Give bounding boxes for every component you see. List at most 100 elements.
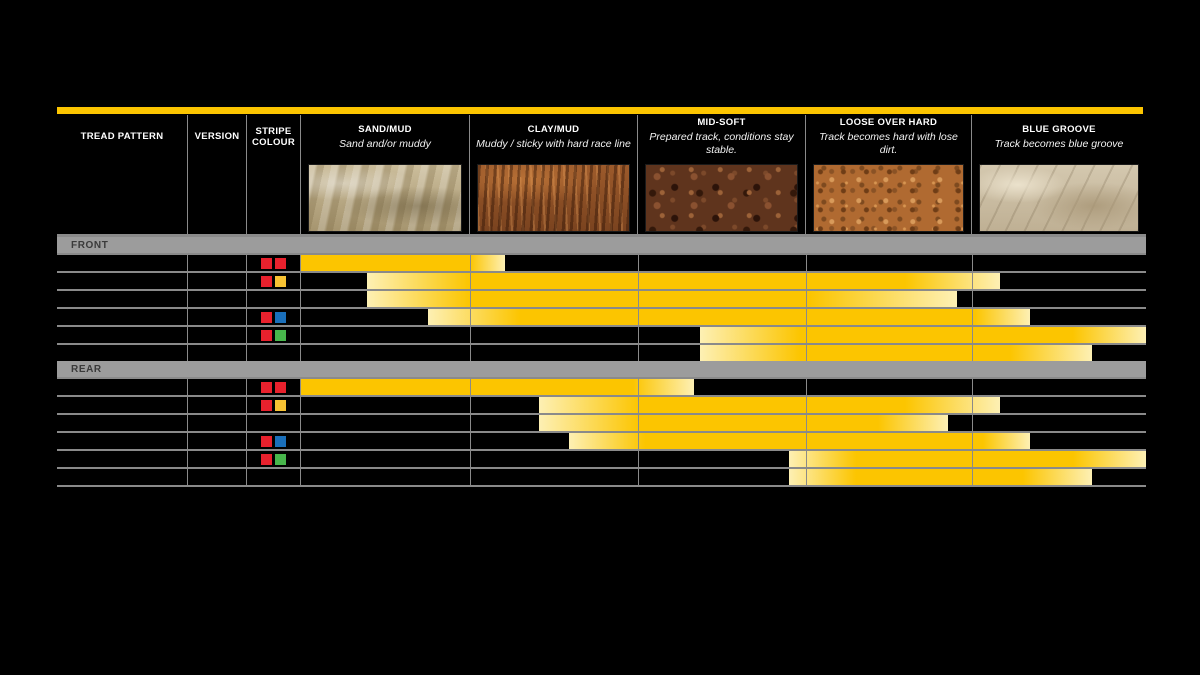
- column-separator: [638, 345, 639, 361]
- column-separator: [470, 415, 471, 431]
- column-separator: [972, 433, 973, 449]
- column-separator: [638, 433, 639, 449]
- stripe-colour-cell: [247, 469, 301, 485]
- tyre-row: [57, 325, 1146, 343]
- tyre-row: [57, 343, 1146, 361]
- stripe-chip-blue: [275, 435, 286, 447]
- stripe-chip-yellow: [275, 399, 286, 411]
- tyre-row: [57, 377, 1146, 395]
- header-mid-soft: MID-SOFT Prepared track, conditions stay…: [638, 115, 806, 160]
- column-separator: [972, 379, 973, 395]
- mid-soft-terrain-photo: [645, 164, 798, 232]
- condition-range-area: [301, 469, 1146, 485]
- version-cell: [188, 379, 247, 395]
- tread-pattern-cell: [57, 433, 188, 449]
- stripe-chip-red: [275, 257, 286, 269]
- tyre-row: [57, 413, 1146, 431]
- column-separator: [806, 433, 807, 449]
- column-separator: [972, 327, 973, 343]
- stripe-chip-red: [261, 311, 272, 323]
- column-separator: [806, 415, 807, 431]
- column-separator: [470, 433, 471, 449]
- condition-range-area: [301, 415, 1146, 431]
- condition-range-area: [301, 273, 1146, 289]
- clay-terrain-photo: [477, 164, 630, 232]
- condition-range-area: [301, 255, 1146, 271]
- tyre-row: [57, 431, 1146, 449]
- tread-pattern-cell: [57, 345, 188, 361]
- stripe-chip-red: [261, 453, 272, 465]
- column-separator: [806, 273, 807, 289]
- header-sand-mud: SAND/MUD Sand and/or muddy: [301, 115, 470, 160]
- column-separator: [470, 379, 471, 395]
- stripe-chip-red: [261, 399, 272, 411]
- tread-pattern-cell: [57, 379, 188, 395]
- loose-over-hard-terrain-photo: [813, 164, 964, 232]
- stripe-colour-cell: [247, 379, 301, 395]
- version-cell: [188, 255, 247, 271]
- header-blue-groove: BLUE GROOVE Track becomes blue groove: [994, 123, 1124, 150]
- condition-range-area: [301, 309, 1146, 325]
- column-separator: [972, 291, 973, 307]
- version-cell: [188, 433, 247, 449]
- tread-pattern-cell: [57, 255, 188, 271]
- table-body: FRONT REAR: [57, 237, 1146, 487]
- header-tread-pattern: TREAD PATTERN: [57, 115, 188, 160]
- stripe-chip-red: [261, 329, 272, 341]
- column-separator: [806, 309, 807, 325]
- condition-range-area: [301, 433, 1146, 449]
- suitability-bar: [367, 273, 1000, 289]
- column-separator: [806, 327, 807, 343]
- column-separator: [470, 273, 471, 289]
- column-separator: [470, 345, 471, 361]
- condition-range-area: [301, 345, 1146, 361]
- version-cell: [188, 327, 247, 343]
- section-bar-rear: REAR: [57, 361, 1146, 377]
- column-separator: [972, 255, 973, 271]
- tread-pattern-cell: [57, 415, 188, 431]
- column-separator: [972, 309, 973, 325]
- tyre-row: [57, 253, 1146, 271]
- column-separator: [470, 469, 471, 485]
- column-separator: [806, 345, 807, 361]
- column-separator: [470, 255, 471, 271]
- suitability-bar: [367, 291, 957, 307]
- section-bar-front: FRONT: [57, 237, 1146, 253]
- header-clay-mud: CLAY/MUD Muddy / sticky with hard race l…: [470, 115, 638, 160]
- stripe-chip-green: [275, 453, 286, 465]
- column-separator: [972, 451, 973, 467]
- version-cell: [188, 397, 247, 413]
- column-separator: [638, 273, 639, 289]
- tread-pattern-cell: [57, 451, 188, 467]
- tyre-row: [57, 289, 1146, 307]
- column-separator: [470, 309, 471, 325]
- column-separator: [806, 397, 807, 413]
- stripe-colour-cell: [247, 327, 301, 343]
- column-separator: [638, 415, 639, 431]
- suitability-bar: [428, 309, 1030, 325]
- stripe-colour-cell: [247, 291, 301, 307]
- column-separator: [806, 255, 807, 271]
- terrain-photo-row: [57, 160, 1146, 237]
- column-separator: [972, 415, 973, 431]
- tread-pattern-cell: [57, 469, 188, 485]
- version-cell: [188, 345, 247, 361]
- photo-spacer-tread: [57, 160, 188, 234]
- tread-pattern-cell: [57, 309, 188, 325]
- tyre-row: [57, 449, 1146, 467]
- version-cell: [188, 415, 247, 431]
- photo-spacer-stripe: [247, 160, 301, 234]
- suitability-bar: [301, 379, 694, 395]
- stripe-colour-cell: [247, 273, 301, 289]
- column-separator: [638, 327, 639, 343]
- condition-range-area: [301, 291, 1146, 307]
- column-separator: [638, 397, 639, 413]
- stripe-chip-red: [261, 257, 272, 269]
- column-separator: [470, 291, 471, 307]
- stripe-colour-cell: [247, 397, 301, 413]
- blue-groove-terrain-photo: [979, 164, 1139, 232]
- stripe-colour-cell: [247, 345, 301, 361]
- column-separator: [470, 397, 471, 413]
- header-stripe-colour: STRIPE COLOUR: [247, 115, 301, 160]
- suitability-bar: [569, 433, 1030, 449]
